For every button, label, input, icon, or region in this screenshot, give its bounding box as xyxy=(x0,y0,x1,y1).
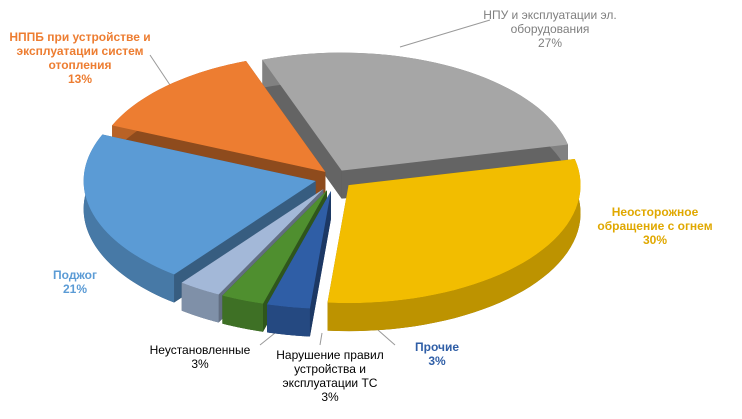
slice xyxy=(262,52,568,171)
leader-line xyxy=(319,332,323,346)
value-label: 13% xyxy=(67,72,93,86)
slice-label: Неустановленные 3% xyxy=(145,343,255,371)
slice-rim xyxy=(181,282,219,323)
category-name: НПУ и эксплуатации эл. оборудования xyxy=(483,8,617,36)
slice-label: Нарушение правил устройства и эксплуатац… xyxy=(265,348,395,404)
category-name: НППБ при устройстве и эксплуатации систе… xyxy=(9,30,151,72)
slice-tops xyxy=(83,52,581,309)
slice xyxy=(222,190,327,304)
slice-label: Прочие 3% xyxy=(407,340,467,368)
slice-rim xyxy=(267,304,310,337)
slice xyxy=(327,158,581,304)
value-label: 27% xyxy=(537,36,563,50)
slice-label: НППБ при устройстве и эксплуатации систе… xyxy=(5,30,155,86)
leader-line xyxy=(259,332,276,346)
value-label: 21% xyxy=(62,282,88,296)
category-name: Нарушение правил устройства и эксплуатац… xyxy=(276,348,384,390)
category-name: Прочие xyxy=(414,340,459,354)
leader-line xyxy=(377,329,396,346)
slice xyxy=(267,190,331,309)
value-label: 3% xyxy=(321,390,339,404)
slice-rim xyxy=(222,295,264,332)
slice-wall xyxy=(262,59,342,199)
category-name: Неосторожное обращение с огнем xyxy=(597,205,713,233)
slice xyxy=(83,134,316,275)
slice xyxy=(181,189,324,295)
slice-label: НПУ и эксплуатации эл. оборудования 27% xyxy=(475,8,625,50)
value-label: 3% xyxy=(428,354,446,368)
leader-lines xyxy=(149,19,491,346)
leader-line xyxy=(399,19,491,48)
leader-line xyxy=(149,54,171,86)
category-name: Неустановленные xyxy=(149,343,251,357)
value-label: 3% xyxy=(191,357,209,371)
slice-label: Неосторожное обращение с огнем 30% xyxy=(595,205,715,247)
value-label: 30% xyxy=(642,233,668,247)
slice-rim xyxy=(327,158,581,332)
slice-label: Поджог 21% xyxy=(35,268,115,296)
category-name: Поджог xyxy=(53,268,97,282)
slice xyxy=(112,61,326,172)
